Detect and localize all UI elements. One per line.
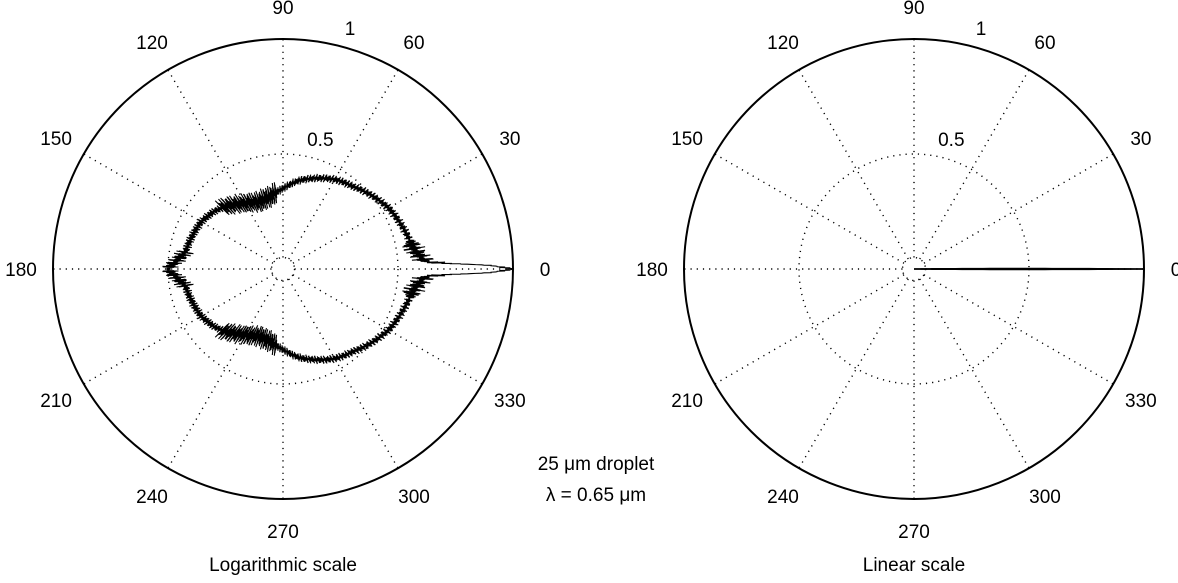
radial-tick-label: 1 <box>976 19 987 40</box>
grid-spoke <box>919 278 1030 469</box>
chart-caption: Logarithmic scale <box>209 555 357 576</box>
grid-spoke <box>714 153 905 264</box>
angle-tick-label: 120 <box>767 33 799 54</box>
radial-tick-label: 0.5 <box>938 130 964 151</box>
annotation-wavelength: λ = 0.65 μm <box>546 485 646 506</box>
radial-tick-label: 0.5 <box>307 130 333 151</box>
grid-spoke <box>798 278 909 469</box>
angle-tick-label: 300 <box>398 487 430 508</box>
angle-tick-label: 60 <box>403 33 424 54</box>
grid-spoke <box>167 69 278 260</box>
angle-tick-label: 300 <box>1029 487 1061 508</box>
angle-tick-label: 210 <box>671 391 703 412</box>
angle-tick-label: 240 <box>136 487 168 508</box>
annotation-droplet-size: 25 μm droplet <box>538 454 655 475</box>
grid-spoke <box>923 153 1114 264</box>
angle-tick-label: 30 <box>1130 129 1151 150</box>
angle-tick-label: 270 <box>898 522 930 543</box>
grid-spoke <box>923 274 1114 385</box>
angle-tick-label: 150 <box>40 129 72 150</box>
angle-tick-label: 240 <box>767 487 799 508</box>
angle-tick-label: 180 <box>5 260 37 281</box>
angle-tick-label: 90 <box>903 0 924 19</box>
scattering-curve <box>162 173 515 365</box>
angle-tick-label: 270 <box>267 522 299 543</box>
angle-tick-label: 330 <box>1125 391 1157 412</box>
grid-circle <box>167 153 399 385</box>
grid-spoke <box>798 69 909 260</box>
angle-tick-label: 120 <box>136 33 168 54</box>
grid-spoke <box>714 274 905 385</box>
angle-tick-label: 0 <box>540 260 551 281</box>
radial-tick-label: 1 <box>345 19 356 40</box>
angle-tick-label: 180 <box>636 260 668 281</box>
angle-tick-label: 30 <box>499 129 520 150</box>
polar-plot-logarithmic: 0 30 60 90 120 150 180 210 240 270 300 330 0.5 1 Logar… <box>5 0 550 576</box>
grid-spoke <box>288 69 399 260</box>
angle-tick-label: 330 <box>494 391 526 412</box>
grid-spoke <box>167 278 278 469</box>
angle-tick-label: 0 <box>1171 260 1178 281</box>
angle-tick-label: 60 <box>1034 33 1055 54</box>
grid-circle <box>270 256 296 282</box>
grid-spoke <box>919 69 1030 260</box>
angle-tick-label: 90 <box>272 0 293 19</box>
grid-spoke <box>288 278 399 469</box>
polar-plot-linear: 0 30 60 90 120 150 180 210 240 270 300 330 0.5 1 Linea… <box>636 0 1178 576</box>
angle-tick-label: 150 <box>671 129 703 150</box>
chart-caption: Linear scale <box>863 555 965 576</box>
angle-tick-label: 210 <box>40 391 72 412</box>
